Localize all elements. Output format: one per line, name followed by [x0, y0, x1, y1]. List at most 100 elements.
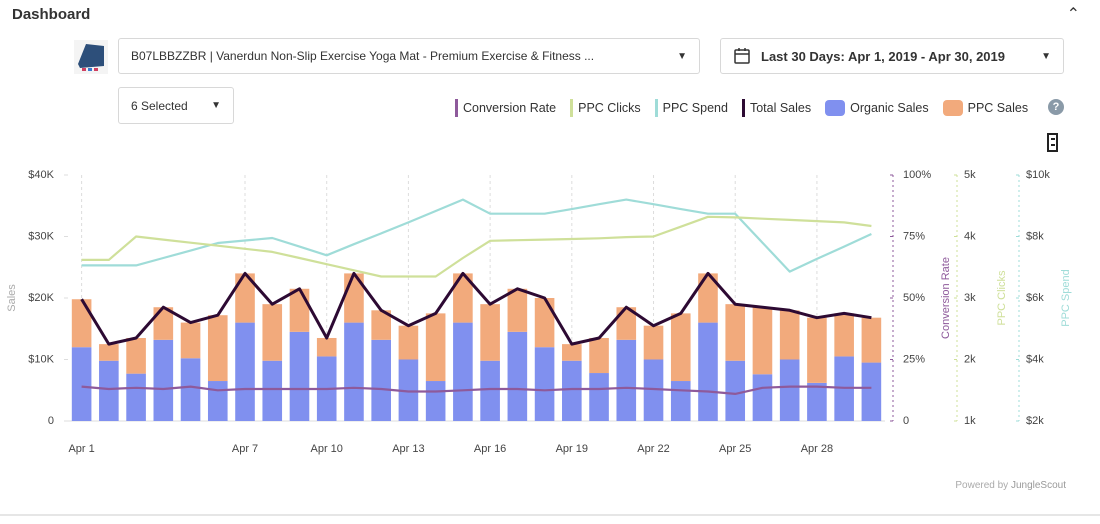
bar: [180, 358, 201, 421]
legend-label: PPC Spend: [662, 101, 728, 115]
bar: [616, 339, 637, 421]
legend-item[interactable]: PPC Sales: [942, 99, 1029, 117]
tick-label: 100%: [903, 169, 931, 181]
tick-label: 25%: [903, 353, 925, 365]
bar: [371, 310, 391, 340]
tick-label: $30K: [28, 230, 54, 242]
legend-item[interactable]: Organic Sales: [825, 99, 929, 117]
bar: [126, 373, 146, 421]
series-select-text: 6 Selected: [131, 98, 188, 113]
bar: [453, 273, 473, 323]
tick-label: $6k: [1026, 292, 1044, 304]
bar: [153, 307, 174, 340]
axis-title: Conversion Rate: [940, 257, 952, 339]
date-text: Last 30 Days: Apr 1, 2019 - Apr 30, 2019: [761, 48, 1005, 64]
bar: [670, 313, 691, 382]
axis-title: PPC Spend: [1060, 269, 1072, 326]
legend-swatch: [942, 100, 963, 116]
line: [81, 385, 872, 395]
bar: [752, 374, 773, 421]
bar: [99, 360, 119, 421]
bar: [643, 325, 664, 360]
x-tick-label: Apr 1: [68, 443, 94, 455]
bar: [725, 360, 746, 421]
legend-swatch: [825, 100, 846, 116]
legend-item[interactable]: PPC Spend: [654, 99, 728, 117]
tick-label: $4k: [1026, 353, 1044, 365]
x-tick-label: Apr 25: [719, 443, 751, 455]
tick-label: $40K: [28, 169, 54, 181]
bar: [698, 273, 718, 323]
legend-label: Conversion Rate: [463, 101, 557, 115]
collapse-button[interactable]: ⌃: [1066, 6, 1080, 23]
tick-label: 75%: [903, 230, 925, 242]
line: [81, 215, 872, 278]
bar: [507, 331, 528, 421]
bottom-rule: [0, 514, 1100, 516]
product-dropdown[interactable]: B07LBBZZBR | Vanerdun Non-Slip Exercise …: [118, 38, 700, 74]
line: [80, 271, 872, 346]
axis-title: Sales: [6, 284, 18, 312]
bar: [480, 360, 500, 421]
legend-item[interactable]: Total Sales: [741, 99, 811, 117]
bar: [99, 344, 119, 361]
product-thumbnail: [74, 40, 108, 74]
x-tick-label: Apr 16: [474, 443, 506, 455]
chart: 0 $10K $20K $30K $40K Sales 0 25% 50% 75% 100% Conv…: [6, 169, 1072, 455]
bar: [371, 339, 391, 421]
bar: [779, 310, 800, 360]
bar: [616, 307, 637, 340]
brand: JungleScout: [1010, 480, 1066, 491]
bar: [71, 299, 92, 348]
series-dropdown[interactable]: 6 Selected ▼: [118, 87, 234, 124]
date-dropdown[interactable]: Last 30 Days: Apr 1, 2019 - Apr 30, 2019…: [720, 38, 1064, 74]
legend-swatch: [455, 99, 458, 117]
bar: [235, 273, 255, 323]
bar: [643, 359, 664, 421]
bar: [834, 313, 854, 357]
tick-label: 50%: [903, 292, 925, 304]
legend-label: Organic Sales: [850, 101, 929, 115]
tick-label: $2k: [1026, 415, 1044, 427]
tick-label: 4k: [964, 230, 976, 242]
bar: [425, 381, 446, 421]
bar: [562, 344, 582, 361]
bar: [126, 337, 146, 374]
bar: [289, 288, 310, 332]
export-icon[interactable]: [1046, 133, 1060, 153]
bar: [344, 322, 364, 421]
bar: [534, 298, 555, 348]
axis-title: PPC Clicks: [996, 270, 1008, 326]
footer: Powered by JungleScout: [955, 480, 1066, 491]
bar: [316, 337, 337, 357]
bar: [153, 339, 174, 421]
bar: [398, 359, 419, 421]
bar: [453, 322, 473, 421]
x-tick-label: Apr 19: [556, 443, 588, 455]
legend-swatch: [654, 99, 658, 117]
legend-label: PPC Sales: [967, 101, 1029, 115]
legend-item[interactable]: Conversion Rate: [455, 99, 556, 117]
bar: [262, 304, 283, 361]
help-icon[interactable]: ?: [1048, 99, 1064, 115]
legend-label: PPC Clicks: [578, 101, 641, 115]
bar: [262, 360, 283, 421]
tick-label: 2k: [964, 353, 976, 365]
x-tick-label: Apr 13: [392, 443, 424, 455]
bar: [235, 322, 255, 421]
x-tick-label: Apr 28: [801, 443, 833, 455]
powered-by: Powered by: [955, 480, 1009, 491]
line: [81, 198, 872, 273]
tick-label: 5k: [964, 169, 976, 181]
bar: [562, 360, 582, 421]
legend-swatch: [570, 99, 574, 117]
bar: [752, 307, 773, 375]
dashboard-title: Dashboard: [12, 6, 91, 23]
bar: [779, 359, 800, 421]
legend-item[interactable]: PPC Clicks: [570, 99, 641, 117]
legend: Conversion Rate PPC Clicks PPC Spend Total …: [455, 99, 1028, 117]
calendar-icon: [734, 48, 750, 64]
bar: [289, 331, 310, 421]
product-text: B07LBBZZBR | Vanerdun Non-Slip Exercise …: [131, 49, 595, 63]
bar: [861, 317, 882, 363]
